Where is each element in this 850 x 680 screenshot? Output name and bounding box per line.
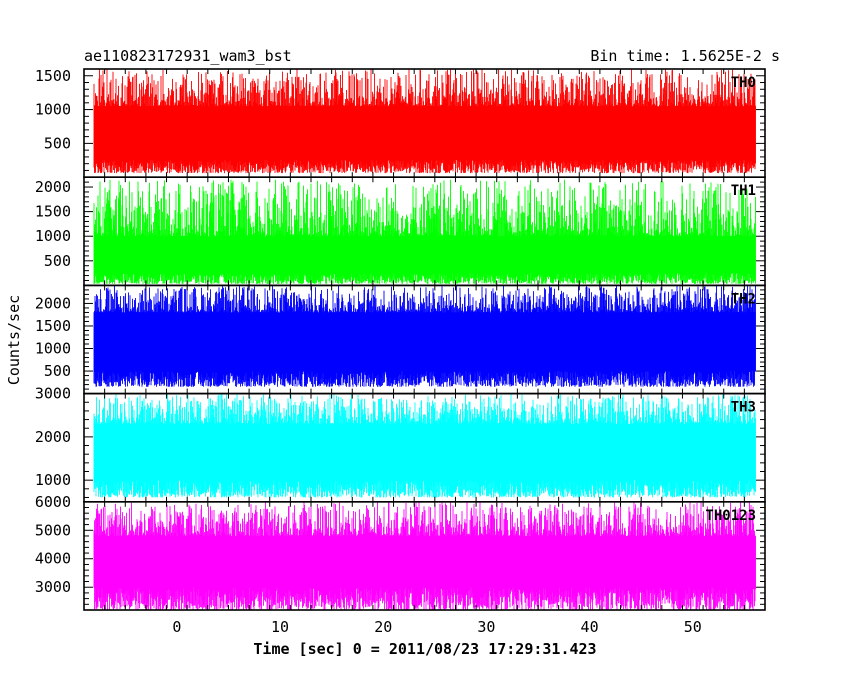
panel-th0: 500 1000 1500 TH0 — [35, 67, 766, 178]
panel-label: TH1 — [731, 183, 756, 199]
x-tick-label: 0 — [172, 618, 181, 636]
panel-label: TH3 — [731, 400, 756, 416]
y-tick-label: 1500 — [35, 203, 71, 221]
series-th2 — [93, 285, 756, 387]
panel-label: TH0123 — [705, 508, 756, 524]
y-tick-label: 4000 — [35, 550, 71, 568]
series-th3 — [93, 393, 756, 498]
y-tick-label: 2000 — [35, 428, 71, 446]
panel-th2: 500 1000 1500 2000 TH2 — [35, 284, 766, 395]
y-tick-label: 2000 — [35, 294, 71, 312]
y-tick-label: 1000 — [35, 101, 71, 119]
y-axis-label: Counts/sec — [5, 295, 23, 385]
y-tick-label: 1000 — [35, 340, 71, 358]
x-tick-label: 50 — [684, 618, 702, 636]
panel-th0123: 3000 4000 5000 6000 TH0123 — [35, 493, 766, 611]
y-tick-label: 500 — [44, 252, 71, 270]
y-tick-label: 5000 — [35, 521, 71, 539]
chart-title-left: ae110823172931_wam3_bst — [84, 47, 292, 65]
y-tick-label: 6000 — [35, 493, 71, 511]
x-axis-label: Time [sec] 0 = 2011/08/23 17:29:31.423 — [253, 640, 596, 658]
series-th0123 — [93, 501, 756, 610]
chart-title-right: Bin time: 1.5625E-2 s — [590, 47, 780, 65]
x-tick-label: 30 — [477, 618, 495, 636]
x-tick-label: 20 — [374, 618, 392, 636]
y-tick-label: 2000 — [35, 178, 71, 196]
y-tick-label: 1000 — [35, 471, 71, 489]
panel-th1: 500 1000 1500 2000 TH1 — [35, 176, 766, 287]
panel-label: TH2 — [731, 291, 756, 307]
y-tick-label: 500 — [44, 134, 71, 152]
panel-frame — [83, 500, 766, 611]
y-tick-label: 1000 — [35, 227, 71, 245]
panel-th3: 1000 2000 3000 TH3 — [35, 385, 766, 503]
series-th1 — [93, 179, 756, 284]
y-tick-label: 3000 — [35, 578, 71, 596]
y-tick-label: 1500 — [35, 317, 71, 335]
y-tick-label: 3000 — [35, 385, 71, 403]
x-tick-label: 40 — [581, 618, 599, 636]
y-tick-label: 500 — [44, 362, 71, 380]
x-tick-label: 10 — [271, 618, 289, 636]
y-tick-label: 1500 — [35, 67, 71, 85]
x-axis: 0 10 20 30 40 50 — [172, 618, 701, 636]
panel-label: TH0 — [731, 75, 756, 91]
series-th0 — [93, 69, 756, 174]
